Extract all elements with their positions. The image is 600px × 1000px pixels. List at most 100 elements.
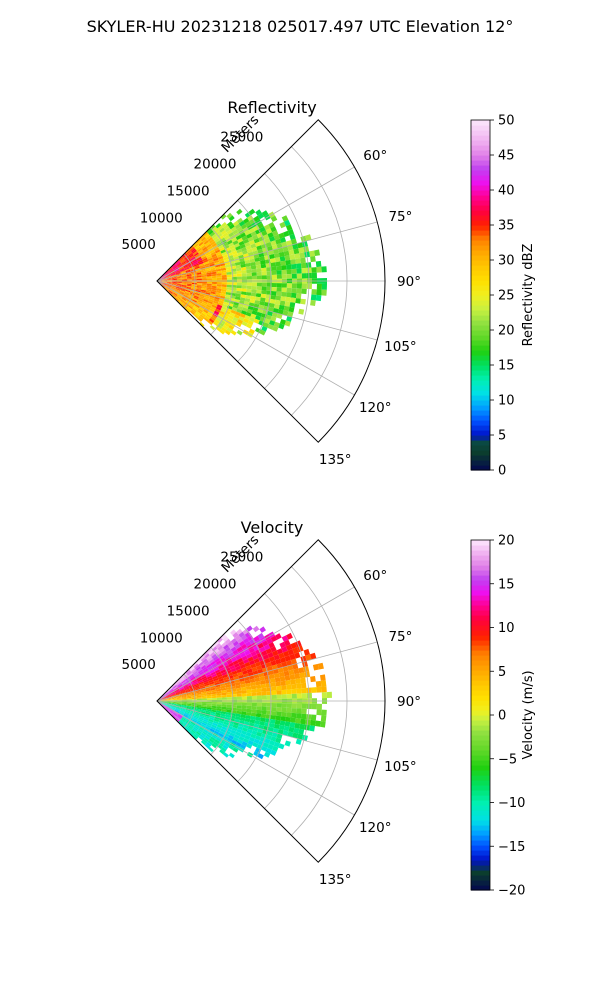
- data-cell: [192, 250, 198, 256]
- data-cell: [207, 665, 213, 671]
- data-cell: [188, 665, 194, 671]
- data-cell: [240, 652, 247, 658]
- data-cell: [310, 294, 317, 301]
- colorbar-swatch: [471, 665, 490, 671]
- radar-field: [157, 208, 327, 338]
- data-cell: [160, 284, 165, 288]
- data-cell: [232, 640, 239, 647]
- colorbar-swatch: [471, 450, 490, 456]
- data-cell: [215, 671, 222, 676]
- data-cell: [201, 708, 207, 711]
- data-cell: [206, 313, 212, 319]
- data-cell: [177, 279, 182, 281]
- data-cell: [195, 687, 201, 691]
- data-cell: [226, 669, 232, 675]
- data-cell: [176, 696, 182, 698]
- colorbar-swatch: [471, 200, 490, 206]
- data-cell: [187, 261, 193, 266]
- data-cell: [216, 706, 222, 709]
- velocity-panel: Velocity500010000150002000025000Meters60…: [122, 518, 536, 899]
- data-cell: [161, 702, 167, 705]
- data-cell: [187, 279, 192, 281]
- data-cell: [301, 703, 307, 709]
- data-cell: [191, 707, 197, 710]
- data-cell: [211, 703, 217, 707]
- data-cell: [238, 660, 245, 666]
- data-cell: [201, 706, 207, 709]
- data-cell: [204, 241, 211, 247]
- data-cell: [204, 233, 210, 239]
- data-cell: [270, 262, 277, 267]
- data-cell: [276, 287, 282, 292]
- data-cell: [201, 691, 207, 694]
- data-cell: [178, 676, 183, 681]
- data-cell: [231, 319, 238, 325]
- data-cell: [276, 291, 282, 297]
- data-cell: [190, 711, 196, 714]
- data-cell: [175, 272, 181, 276]
- data-cell: [189, 712, 195, 716]
- data-cell: [273, 252, 280, 259]
- data-cell: [206, 675, 213, 680]
- data-cell: [172, 280, 177, 281]
- data-cell: [210, 316, 216, 322]
- data-cell: [276, 663, 283, 669]
- data-cell: [232, 736, 239, 742]
- data-cell: [296, 283, 302, 289]
- radial-tick-label: 25000: [220, 130, 263, 146]
- data-cell: [177, 683, 183, 688]
- data-cell: [261, 286, 267, 291]
- data-cell: [256, 275, 262, 280]
- data-cell: [207, 257, 213, 262]
- data-cell: [241, 266, 247, 271]
- data-cell: [256, 286, 262, 291]
- colorbar-swatch: [471, 360, 490, 366]
- data-cell: [242, 628, 249, 635]
- data-cell: [287, 664, 294, 671]
- data-cell: [234, 643, 241, 650]
- data-cell: [195, 658, 201, 664]
- colorbar-swatch: [471, 465, 490, 471]
- data-cell: [300, 262, 307, 269]
- data-cell: [286, 287, 292, 293]
- data-cell: [216, 708, 222, 712]
- data-cell: [271, 291, 277, 296]
- data-cell: [223, 244, 230, 250]
- data-cell: [161, 695, 166, 699]
- data-cell: [217, 225, 224, 231]
- colorbar-swatch: [471, 205, 490, 211]
- data-cell: [221, 706, 227, 710]
- data-cell: [227, 239, 233, 245]
- data-cell: [256, 702, 262, 707]
- data-cell: [171, 702, 177, 704]
- data-cell: [250, 261, 256, 267]
- data-cell: [180, 299, 185, 303]
- data-cell: [199, 243, 205, 248]
- data-cell: [209, 681, 215, 685]
- data-cell: [181, 284, 187, 286]
- colorbar-swatch: [471, 425, 490, 431]
- data-cell: [228, 242, 234, 248]
- data-cell: [216, 695, 222, 698]
- colorbar-tick-label: 10: [498, 621, 515, 636]
- data-cell: [326, 691, 332, 698]
- data-cell: [208, 318, 215, 324]
- data-cell: [218, 720, 224, 724]
- azimuth-gridline: [156, 166, 355, 282]
- data-cell: [255, 209, 262, 216]
- figure-suptitle: SKYLER-HU 20231218 025017.497 UTC Elevat…: [87, 17, 514, 36]
- colorbar-tick-label: 50: [498, 114, 515, 129]
- data-cell: [247, 320, 254, 326]
- data-cell: [221, 288, 227, 292]
- data-cell: [284, 655, 291, 662]
- data-cell: [221, 274, 227, 278]
- data-cell: [235, 713, 241, 718]
- data-cell: [165, 272, 170, 276]
- colorbar-swatch: [471, 680, 490, 686]
- data-cell: [166, 698, 172, 700]
- data-cell: [161, 281, 167, 283]
- data-cell: [251, 666, 258, 672]
- colorbar-swatch: [471, 760, 490, 766]
- data-cell: [311, 267, 317, 273]
- radial-tick-label: 5000: [122, 657, 156, 673]
